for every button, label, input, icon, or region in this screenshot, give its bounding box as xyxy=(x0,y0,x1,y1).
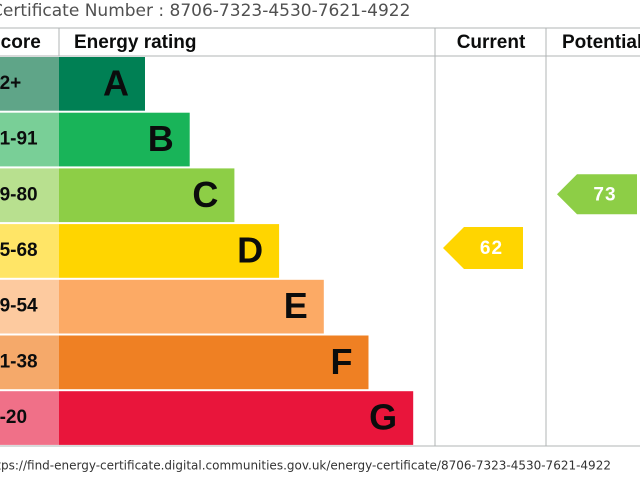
certificate-number: Certificate Number : 8706-7323-4530-7621… xyxy=(0,1,410,21)
rating-bar xyxy=(59,335,369,390)
column-header: Energy rating xyxy=(74,32,196,53)
rating-letter: D xyxy=(237,229,263,270)
score-range: 39-54 xyxy=(0,296,38,317)
rating-bar xyxy=(59,168,235,223)
column-header: Current xyxy=(457,32,526,53)
column-header: Potential xyxy=(562,32,640,53)
score-cell xyxy=(0,224,59,278)
potential-rating-arrow xyxy=(557,174,637,215)
score-range: 55-68 xyxy=(0,240,38,261)
rating-bar xyxy=(59,391,414,445)
current-rating-arrow xyxy=(443,226,523,269)
current-rating-value: 62 xyxy=(480,238,503,259)
rating-letter: E xyxy=(284,285,308,326)
certificate-url: https://find-energy-certificate.digital.… xyxy=(0,459,611,473)
score-range: 21-38 xyxy=(0,351,38,372)
score-range: 69-80 xyxy=(0,184,38,205)
score-range: 1-20 xyxy=(0,407,27,428)
score-cell xyxy=(0,57,59,111)
score-cell xyxy=(0,112,59,167)
score-cell xyxy=(0,279,59,334)
potential-rating-value: 73 xyxy=(593,184,616,205)
rating-bar xyxy=(59,279,324,334)
score-range: 81-91 xyxy=(0,129,38,150)
column-header: Score xyxy=(0,32,41,53)
rating-bar xyxy=(59,112,190,167)
rating-bar xyxy=(59,57,145,111)
score-cell xyxy=(0,391,59,445)
rating-letter: C xyxy=(192,174,218,215)
rating-letter: B xyxy=(148,118,174,159)
rating-letter: A xyxy=(103,62,129,103)
rating-bar xyxy=(59,224,280,278)
score-cell xyxy=(0,168,59,223)
score-range: 92+ xyxy=(0,73,21,94)
rating-letter: F xyxy=(331,341,353,382)
score-cell xyxy=(0,335,59,390)
rating-letter: G xyxy=(369,397,397,438)
